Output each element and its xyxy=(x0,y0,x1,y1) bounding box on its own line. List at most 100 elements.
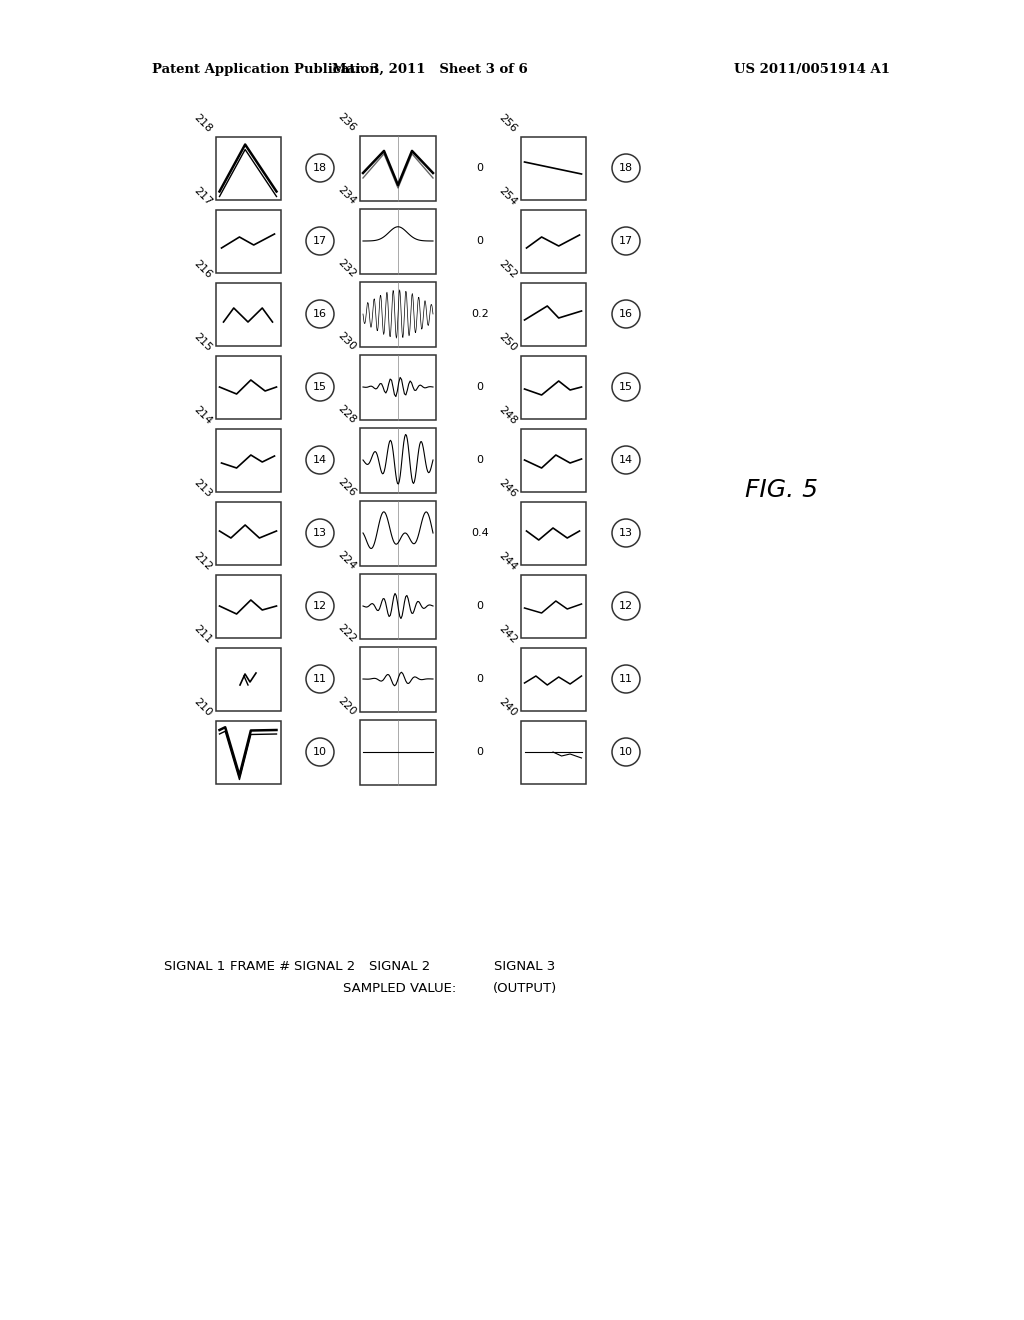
Text: 220: 220 xyxy=(336,696,358,718)
Text: 17: 17 xyxy=(618,236,633,246)
Bar xyxy=(360,719,436,784)
Text: 0: 0 xyxy=(476,381,483,392)
Bar xyxy=(215,648,281,710)
Bar xyxy=(215,136,281,199)
Text: 0: 0 xyxy=(476,162,483,173)
Text: 15: 15 xyxy=(618,381,633,392)
Text: 12: 12 xyxy=(618,601,633,611)
Text: 234: 234 xyxy=(336,185,358,206)
Text: 215: 215 xyxy=(191,331,213,354)
Bar xyxy=(520,282,586,346)
Text: 230: 230 xyxy=(336,330,358,352)
Text: 0.4: 0.4 xyxy=(471,528,488,539)
Text: 254: 254 xyxy=(497,185,518,207)
Text: 228: 228 xyxy=(336,404,358,425)
Circle shape xyxy=(306,374,334,401)
Text: (OUTPUT): (OUTPUT) xyxy=(493,982,557,995)
Circle shape xyxy=(612,446,640,474)
Circle shape xyxy=(612,227,640,255)
Text: 13: 13 xyxy=(313,528,327,539)
Text: FIG. 5: FIG. 5 xyxy=(745,478,818,502)
Bar xyxy=(215,574,281,638)
Text: 14: 14 xyxy=(618,455,633,465)
Bar xyxy=(215,355,281,418)
Text: 232: 232 xyxy=(336,257,358,280)
Circle shape xyxy=(612,374,640,401)
Text: 0: 0 xyxy=(476,675,483,684)
Text: 224: 224 xyxy=(336,549,358,572)
Bar xyxy=(360,573,436,639)
Text: 0: 0 xyxy=(476,747,483,756)
Bar xyxy=(520,502,586,565)
Text: SIGNAL 3: SIGNAL 3 xyxy=(495,960,556,973)
Circle shape xyxy=(306,665,334,693)
Circle shape xyxy=(612,665,640,693)
Text: SIGNAL 1: SIGNAL 1 xyxy=(165,960,225,973)
Text: 252: 252 xyxy=(497,259,518,281)
Circle shape xyxy=(306,227,334,255)
Text: 14: 14 xyxy=(313,455,327,465)
Bar xyxy=(215,502,281,565)
Bar xyxy=(520,429,586,491)
Text: 246: 246 xyxy=(497,478,518,499)
Circle shape xyxy=(306,446,334,474)
Circle shape xyxy=(306,591,334,620)
Text: 222: 222 xyxy=(336,622,358,644)
Text: 210: 210 xyxy=(191,697,213,718)
Circle shape xyxy=(612,738,640,766)
Text: 212: 212 xyxy=(191,550,213,573)
Text: SIGNAL 2: SIGNAL 2 xyxy=(294,960,355,973)
Text: 12: 12 xyxy=(313,601,327,611)
Text: 10: 10 xyxy=(618,747,633,756)
Bar xyxy=(520,574,586,638)
Text: 217: 217 xyxy=(191,185,213,207)
Circle shape xyxy=(612,300,640,327)
Bar xyxy=(360,136,436,201)
Bar xyxy=(360,428,436,492)
Text: 13: 13 xyxy=(618,528,633,539)
Circle shape xyxy=(306,738,334,766)
Text: 211: 211 xyxy=(191,623,213,645)
Text: 16: 16 xyxy=(618,309,633,319)
Bar xyxy=(360,647,436,711)
Text: 0: 0 xyxy=(476,236,483,246)
Text: FRAME #: FRAME # xyxy=(229,960,290,973)
Text: SAMPLED VALUE:: SAMPLED VALUE: xyxy=(343,982,457,995)
Circle shape xyxy=(612,519,640,546)
Text: 0: 0 xyxy=(476,455,483,465)
Text: 213: 213 xyxy=(191,478,213,499)
Bar xyxy=(520,648,586,710)
Text: 0: 0 xyxy=(476,601,483,611)
Text: 17: 17 xyxy=(313,236,327,246)
Text: US 2011/0051914 A1: US 2011/0051914 A1 xyxy=(734,63,890,77)
Bar xyxy=(520,136,586,199)
Text: 242: 242 xyxy=(497,623,518,645)
Text: 248: 248 xyxy=(497,404,518,426)
Text: 15: 15 xyxy=(313,381,327,392)
Circle shape xyxy=(306,300,334,327)
Bar xyxy=(360,355,436,420)
Bar xyxy=(215,282,281,346)
Bar xyxy=(520,210,586,272)
Text: 10: 10 xyxy=(313,747,327,756)
Text: 0.2: 0.2 xyxy=(471,309,488,319)
Text: 214: 214 xyxy=(191,404,213,426)
Circle shape xyxy=(306,519,334,546)
Bar xyxy=(215,429,281,491)
Text: 244: 244 xyxy=(497,550,518,573)
Bar xyxy=(360,209,436,273)
Text: 256: 256 xyxy=(497,112,518,135)
Text: 18: 18 xyxy=(313,162,327,173)
Text: 11: 11 xyxy=(618,675,633,684)
Text: SIGNAL 2: SIGNAL 2 xyxy=(370,960,431,973)
Text: 226: 226 xyxy=(336,477,358,499)
Bar xyxy=(360,500,436,565)
Text: 18: 18 xyxy=(618,162,633,173)
Text: 11: 11 xyxy=(313,675,327,684)
Circle shape xyxy=(306,154,334,182)
Text: Patent Application Publication: Patent Application Publication xyxy=(152,63,379,77)
Text: 216: 216 xyxy=(191,259,213,281)
Bar xyxy=(520,721,586,784)
Text: 250: 250 xyxy=(497,331,518,354)
Text: Mar. 3, 2011   Sheet 3 of 6: Mar. 3, 2011 Sheet 3 of 6 xyxy=(332,63,528,77)
